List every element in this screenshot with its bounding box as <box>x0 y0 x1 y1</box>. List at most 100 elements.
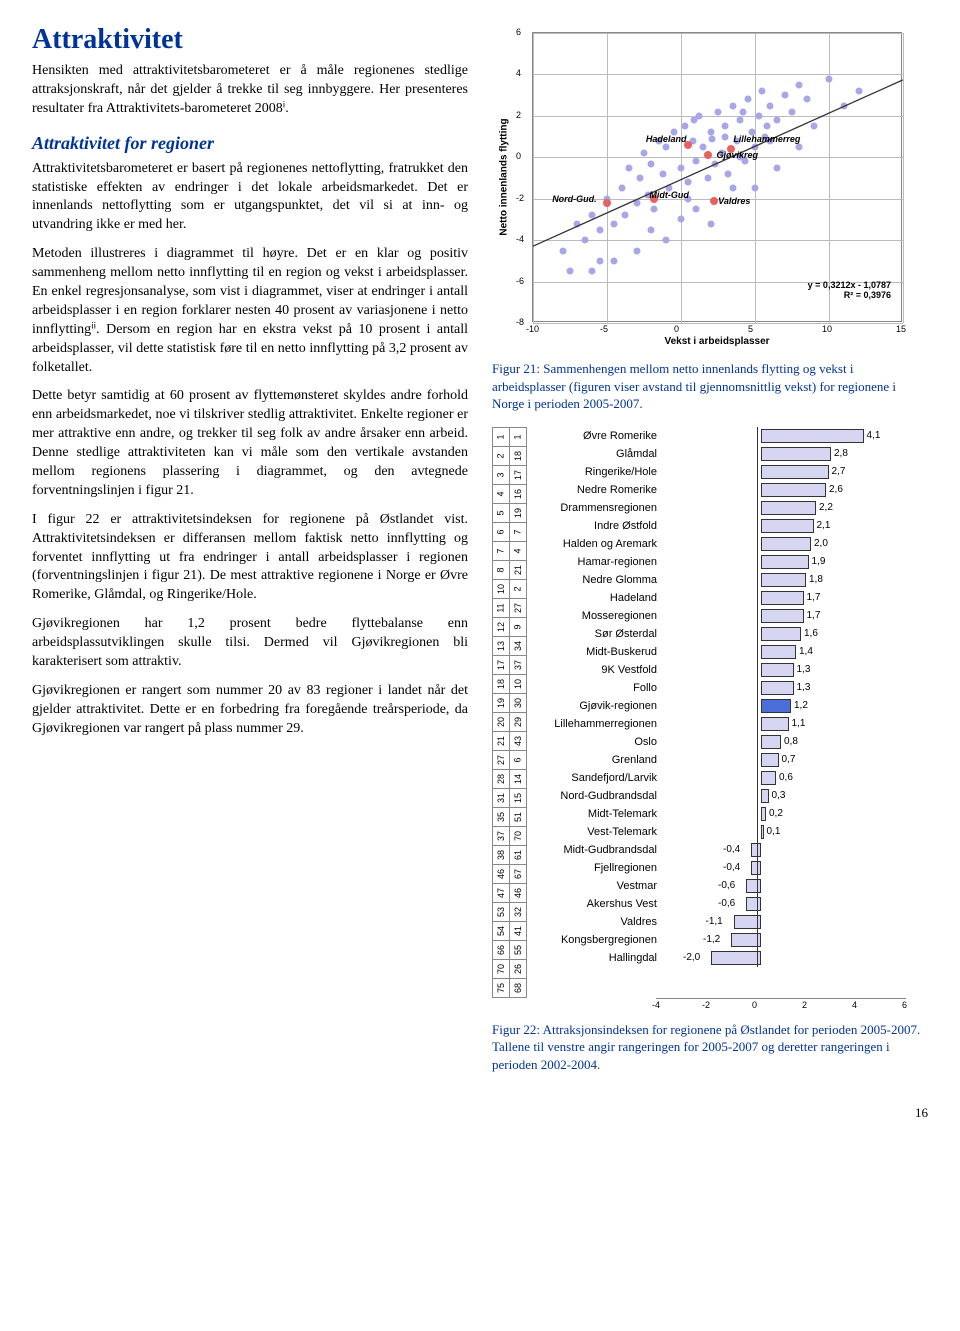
bar-rect <box>761 555 809 569</box>
para-2: Metoden illustreres i diagrammet til høy… <box>32 245 468 377</box>
bar-rect <box>761 735 781 749</box>
bar-rect <box>746 879 761 893</box>
bar-label: Drammensregionen <box>527 502 661 514</box>
bar-value: 1,9 <box>812 553 826 571</box>
bar-value: 0,3 <box>772 787 786 805</box>
bar-row: Ringerike/Hole2,7 <box>527 463 928 481</box>
bar-row: Vestmar -0,6 <box>527 877 928 895</box>
bar-label: Gjøvik-regionen <box>527 700 661 712</box>
regression-equation: y = 0,3212x - 1,0787R² = 0,3976 <box>808 280 891 300</box>
bar-track: 0,8 <box>661 733 928 751</box>
scatter-point-label: Hadeland <box>646 134 687 144</box>
bar-value: 1,3 <box>797 661 811 679</box>
bar-track: -0,4 <box>661 859 928 877</box>
fig21-caption: Figur 21: Sammenhengen mellom netto inne… <box>492 360 928 413</box>
bar-rect <box>761 717 789 731</box>
bar-label: Akershus Vest <box>527 898 661 910</box>
bar-value: 1,2 <box>794 697 808 715</box>
bar-rect <box>761 573 806 587</box>
bar-row: Mosseregionen1,7 <box>527 607 928 625</box>
bar-row: Grenland0,7 <box>527 751 928 769</box>
bar-value: -1,1 <box>706 913 723 931</box>
bar-track: 2,0 <box>661 535 928 553</box>
scatter-point-label: Nord-Gud. <box>552 194 597 204</box>
bar-label: Grenland <box>527 754 661 766</box>
bar-label: Midt-Gudbrandsdal <box>527 844 661 856</box>
bar-track: 1,3 <box>661 661 928 679</box>
left-column: Attraktivitet Hensikten med attraktivite… <box>32 24 468 1087</box>
bar-row: Fjellregionen-0,4 <box>527 859 928 877</box>
bar-track: 1,4 <box>661 643 928 661</box>
bar-row: Midt-Gudbrandsdal -0,4 <box>527 841 928 859</box>
bar-value: -1,2 <box>703 931 720 949</box>
bar-value: 1,4 <box>799 643 813 661</box>
bar-label: Halden og Aremark <box>527 538 661 550</box>
bar-row: Kongsbergregionen-1,2 <box>527 931 928 949</box>
bar-track: -0,6 <box>661 877 928 895</box>
page-root: Attraktivitet Hensikten med attraktivite… <box>32 24 928 1087</box>
scatter-point-highlight <box>603 199 611 207</box>
bar-row: Glåmdal 2,8 <box>527 445 928 463</box>
bar-track: -0,4 <box>661 841 928 859</box>
bar-value: -0,4 <box>723 859 740 877</box>
bar-row: Midt-Buskerud1,4 <box>527 643 928 661</box>
bar-row: Midt-Telemark0,2 <box>527 805 928 823</box>
bar-label: Vestmar <box>527 880 661 892</box>
bar-track: 0,6 <box>661 769 928 787</box>
bar-rect <box>751 861 761 875</box>
bar-track: 1,3 <box>661 679 928 697</box>
bar-label: Nedre Romerike <box>527 484 661 496</box>
bar-track: 0,1 <box>661 823 928 841</box>
bar-value: -0,4 <box>723 841 740 859</box>
bar-value: 1,3 <box>797 679 811 697</box>
bar-value: 2,6 <box>829 481 843 499</box>
bar-value: 0,6 <box>779 769 793 787</box>
bar-label: Øvre Romerike <box>527 430 661 442</box>
scatter-ylabel: Netto innenlands flytting <box>499 118 510 235</box>
subheading: Attraktivitet for regioner <box>32 133 468 154</box>
bar-label: Glåmdal <box>527 448 661 460</box>
right-column: HadelandLillehammerregGjøvikregNord-Gud.… <box>492 24 928 1087</box>
scatter-point-label: Valdres <box>718 196 750 206</box>
bar-row: 9K Vestfold 1,3 <box>527 661 928 679</box>
bar-label: Follo <box>527 682 661 694</box>
para-6: Gjøvikregionen er rangert som nummer 20 … <box>32 682 468 739</box>
bar-rect <box>761 447 831 461</box>
bar-row: Hadeland1,7 <box>527 589 928 607</box>
bar-value: 1,7 <box>807 607 821 625</box>
bar-track: 2,8 <box>661 445 928 463</box>
bar-rect <box>751 843 761 857</box>
bar-track: 2,7 <box>661 463 928 481</box>
bar-rect <box>761 465 829 479</box>
scatter-chart: HadelandLillehammerregGjøvikregNord-Gud.… <box>492 24 912 354</box>
bar-label: Nord-Gudbrandsdal <box>527 790 661 802</box>
bar-value: 1,1 <box>792 715 806 733</box>
bar-value: 2,1 <box>817 517 831 535</box>
bar-value: 0,8 <box>784 733 798 751</box>
bar-track: 1,2 <box>661 697 928 715</box>
bar-value: -0,6 <box>718 877 735 895</box>
bar-track: 1,8 <box>661 571 928 589</box>
bar-track: -1,2 <box>661 931 928 949</box>
bar-row: Oslo0,8 <box>527 733 928 751</box>
bar-track: 2,1 <box>661 517 928 535</box>
bar-xaxis: -4-20246 <box>656 998 906 1015</box>
bar-row: Valdres-1,1 <box>527 913 928 931</box>
scatter-point-highlight <box>704 151 712 159</box>
bar-value: 2,8 <box>834 445 848 463</box>
bar-row: Sør Østerdal1,6 <box>527 625 928 643</box>
bar-row: Halden og Aremark2,0 <box>527 535 928 553</box>
scatter-point-highlight <box>710 197 718 205</box>
bar-track: 0,3 <box>661 787 928 805</box>
bar-rect <box>761 753 779 767</box>
scatter-plot-area: HadelandLillehammerregGjøvikregNord-Gud.… <box>532 32 902 322</box>
bar-rect <box>761 645 796 659</box>
bar-rect <box>761 591 804 605</box>
bar-rect <box>761 789 769 803</box>
bar-track: 0,2 <box>661 805 928 823</box>
bar-row: Follo 1,3 <box>527 679 928 697</box>
bar-rect <box>761 699 791 713</box>
scatter-point-label: Gjøvikreg <box>716 150 758 160</box>
bar-rect <box>761 609 804 623</box>
bar-label: 9K Vestfold <box>527 664 661 676</box>
